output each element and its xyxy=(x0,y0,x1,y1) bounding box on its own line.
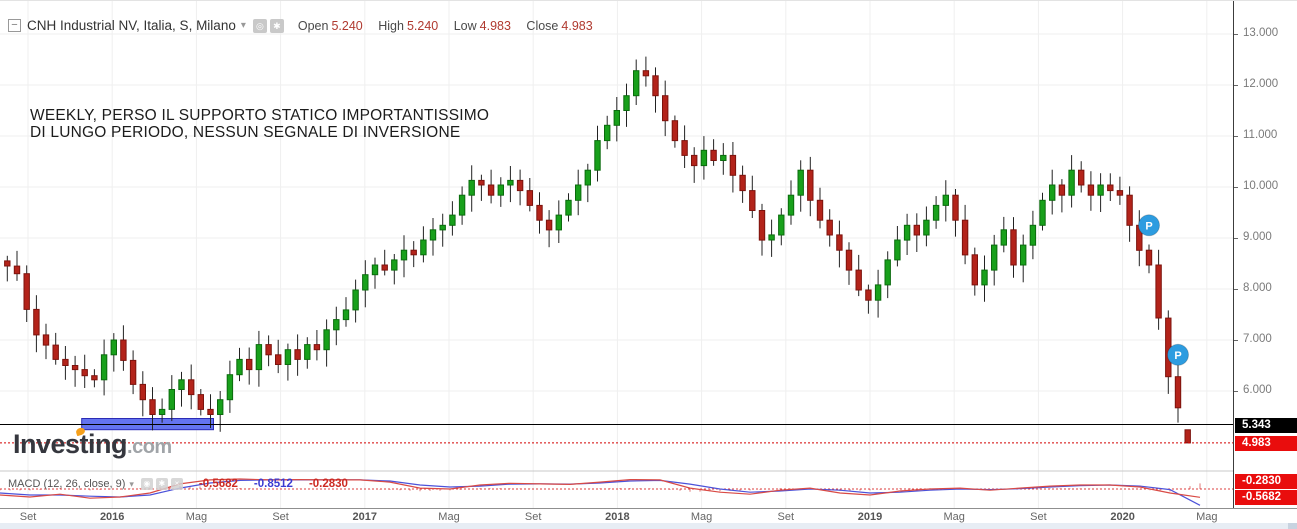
indicator-settings-icon-button[interactable]: ✱ xyxy=(155,478,168,490)
chevron-down-icon[interactable]: ▾ xyxy=(240,20,246,31)
low-value: 4.983 xyxy=(479,18,511,33)
price-tick-dash xyxy=(1234,288,1238,290)
open-label: Open xyxy=(297,18,329,33)
time-axis-year-label: 2016 xyxy=(99,511,125,523)
remove-indicator-icon-button[interactable]: × xyxy=(170,478,183,490)
time-axis-year-label: 2017 xyxy=(352,511,378,523)
instrument-title: CNH Industrial NV, Italia, S, Milano xyxy=(27,18,236,33)
time-axis-month-label: Mag xyxy=(438,511,460,523)
svg-text:P: P xyxy=(1145,220,1152,232)
low-label: Low xyxy=(453,18,477,33)
snapshot-icon-button[interactable]: ◎ xyxy=(252,18,267,33)
chevron-down-icon[interactable]: ▾ xyxy=(129,478,134,489)
time-axis-year-label: 2018 xyxy=(605,511,630,523)
time-axis-month-label: Set xyxy=(1030,511,1047,523)
macd-label: MACD (12, 26, close, 9) xyxy=(8,478,126,490)
price-tick-dash xyxy=(1234,186,1238,188)
time-axis-month-label: Mag xyxy=(690,511,713,523)
time-axis-month-label: Mag xyxy=(943,511,965,523)
macd-line-badge: -0.2830 xyxy=(1235,474,1297,489)
position-marker[interactable] xyxy=(1167,343,1189,366)
eye-icon-button[interactable]: ◉ xyxy=(140,478,153,490)
price-tick-label: 12.000 xyxy=(1243,78,1279,90)
chart-header: − CNH Industrial NV, Italia, S, Milano ▾… xyxy=(8,18,593,33)
time-axis-month-label: Set xyxy=(524,511,542,523)
close-label: Close xyxy=(526,18,559,33)
settings-icon-button[interactable]: ✱ xyxy=(269,18,284,33)
time-axis[interactable]: Set 2016 Mag Set 2017 Mag Set 2018 Mag Set 2019 Mag… xyxy=(0,508,1297,523)
price-tick-dash xyxy=(1234,84,1238,86)
macd-indicator-label-row: MACD (12, 26, close, 9) ▾ ◉ ✱ × -0.5682 … xyxy=(8,478,348,490)
price-plot[interactable]: PP xyxy=(0,1,1233,508)
last-price-badge: 4.983 xyxy=(1235,436,1297,451)
open-value: 5.240 xyxy=(331,18,363,33)
price-tick-dash xyxy=(1234,339,1238,341)
price-tick-label: 13.000 xyxy=(1243,27,1279,39)
high-value: 5.240 xyxy=(406,18,439,33)
price-tick-dash xyxy=(1234,237,1238,239)
logo-tld: .com xyxy=(127,436,172,458)
scrollbar-corner xyxy=(1288,523,1297,529)
investing-logo[interactable]: Investing.com xyxy=(13,426,172,460)
time-axis-month-label: Set xyxy=(272,511,289,523)
price-tick-dash xyxy=(1234,390,1238,392)
macd-signal-badge: -0.5682 xyxy=(1235,490,1297,505)
macd-value-3: -0.2830 xyxy=(308,478,348,490)
price-tick-dash xyxy=(1234,33,1238,35)
position-marker[interactable] xyxy=(1138,214,1160,237)
time-axis-month-label: Set xyxy=(19,511,37,523)
price-tick-label: 6.000 xyxy=(1243,384,1272,396)
price-axis[interactable]: 5.343 4.983 -0.2830 -0.5682 13.000 12.000… xyxy=(1233,1,1297,508)
time-axis-year-label: 2020 xyxy=(1110,511,1135,523)
price-tick-label: 11.000 xyxy=(1243,129,1278,141)
time-axis-month-label: Mag xyxy=(185,511,208,523)
high-label: High xyxy=(378,18,404,33)
ohlc-readout: Open 5.240 High 5.240 Low 4.983 Close 4.983 xyxy=(298,19,593,33)
collapse-panel-icon[interactable]: − xyxy=(8,19,21,32)
analyst-annotation: WEEKLY, PERSO IL SUPPORTO STATICO IMPORT… xyxy=(30,107,489,141)
time-axis-month-label: Mag xyxy=(1196,511,1218,523)
price-tick-label: 8.000 xyxy=(1243,282,1272,294)
price-tick-label: 10.000 xyxy=(1243,180,1279,192)
price-tick-label: 9.000 xyxy=(1243,231,1272,243)
annotation-line-1: WEEKLY, PERSO IL SUPPORTO STATICO IMPORT… xyxy=(30,107,490,124)
annotation-line-2: DI LUNGO PERIODO, NESSUN SEGNALE DI INVE… xyxy=(30,124,461,141)
time-axis-month-label: Set xyxy=(777,511,795,523)
time-axis-year-label: 2019 xyxy=(857,511,883,523)
scrollbar-track[interactable] xyxy=(0,523,1297,529)
support-price-badge: 5.343 xyxy=(1235,418,1297,433)
close-value: 4.983 xyxy=(561,18,593,33)
price-tick-dash xyxy=(1234,135,1238,137)
macd-value-2: -0.8512 xyxy=(253,478,293,490)
macd-value-1: -0.5682 xyxy=(198,478,238,490)
price-tick-label: 7.000 xyxy=(1243,333,1272,345)
svg-text:P: P xyxy=(1174,350,1181,362)
logo-word: Investing xyxy=(13,429,128,459)
